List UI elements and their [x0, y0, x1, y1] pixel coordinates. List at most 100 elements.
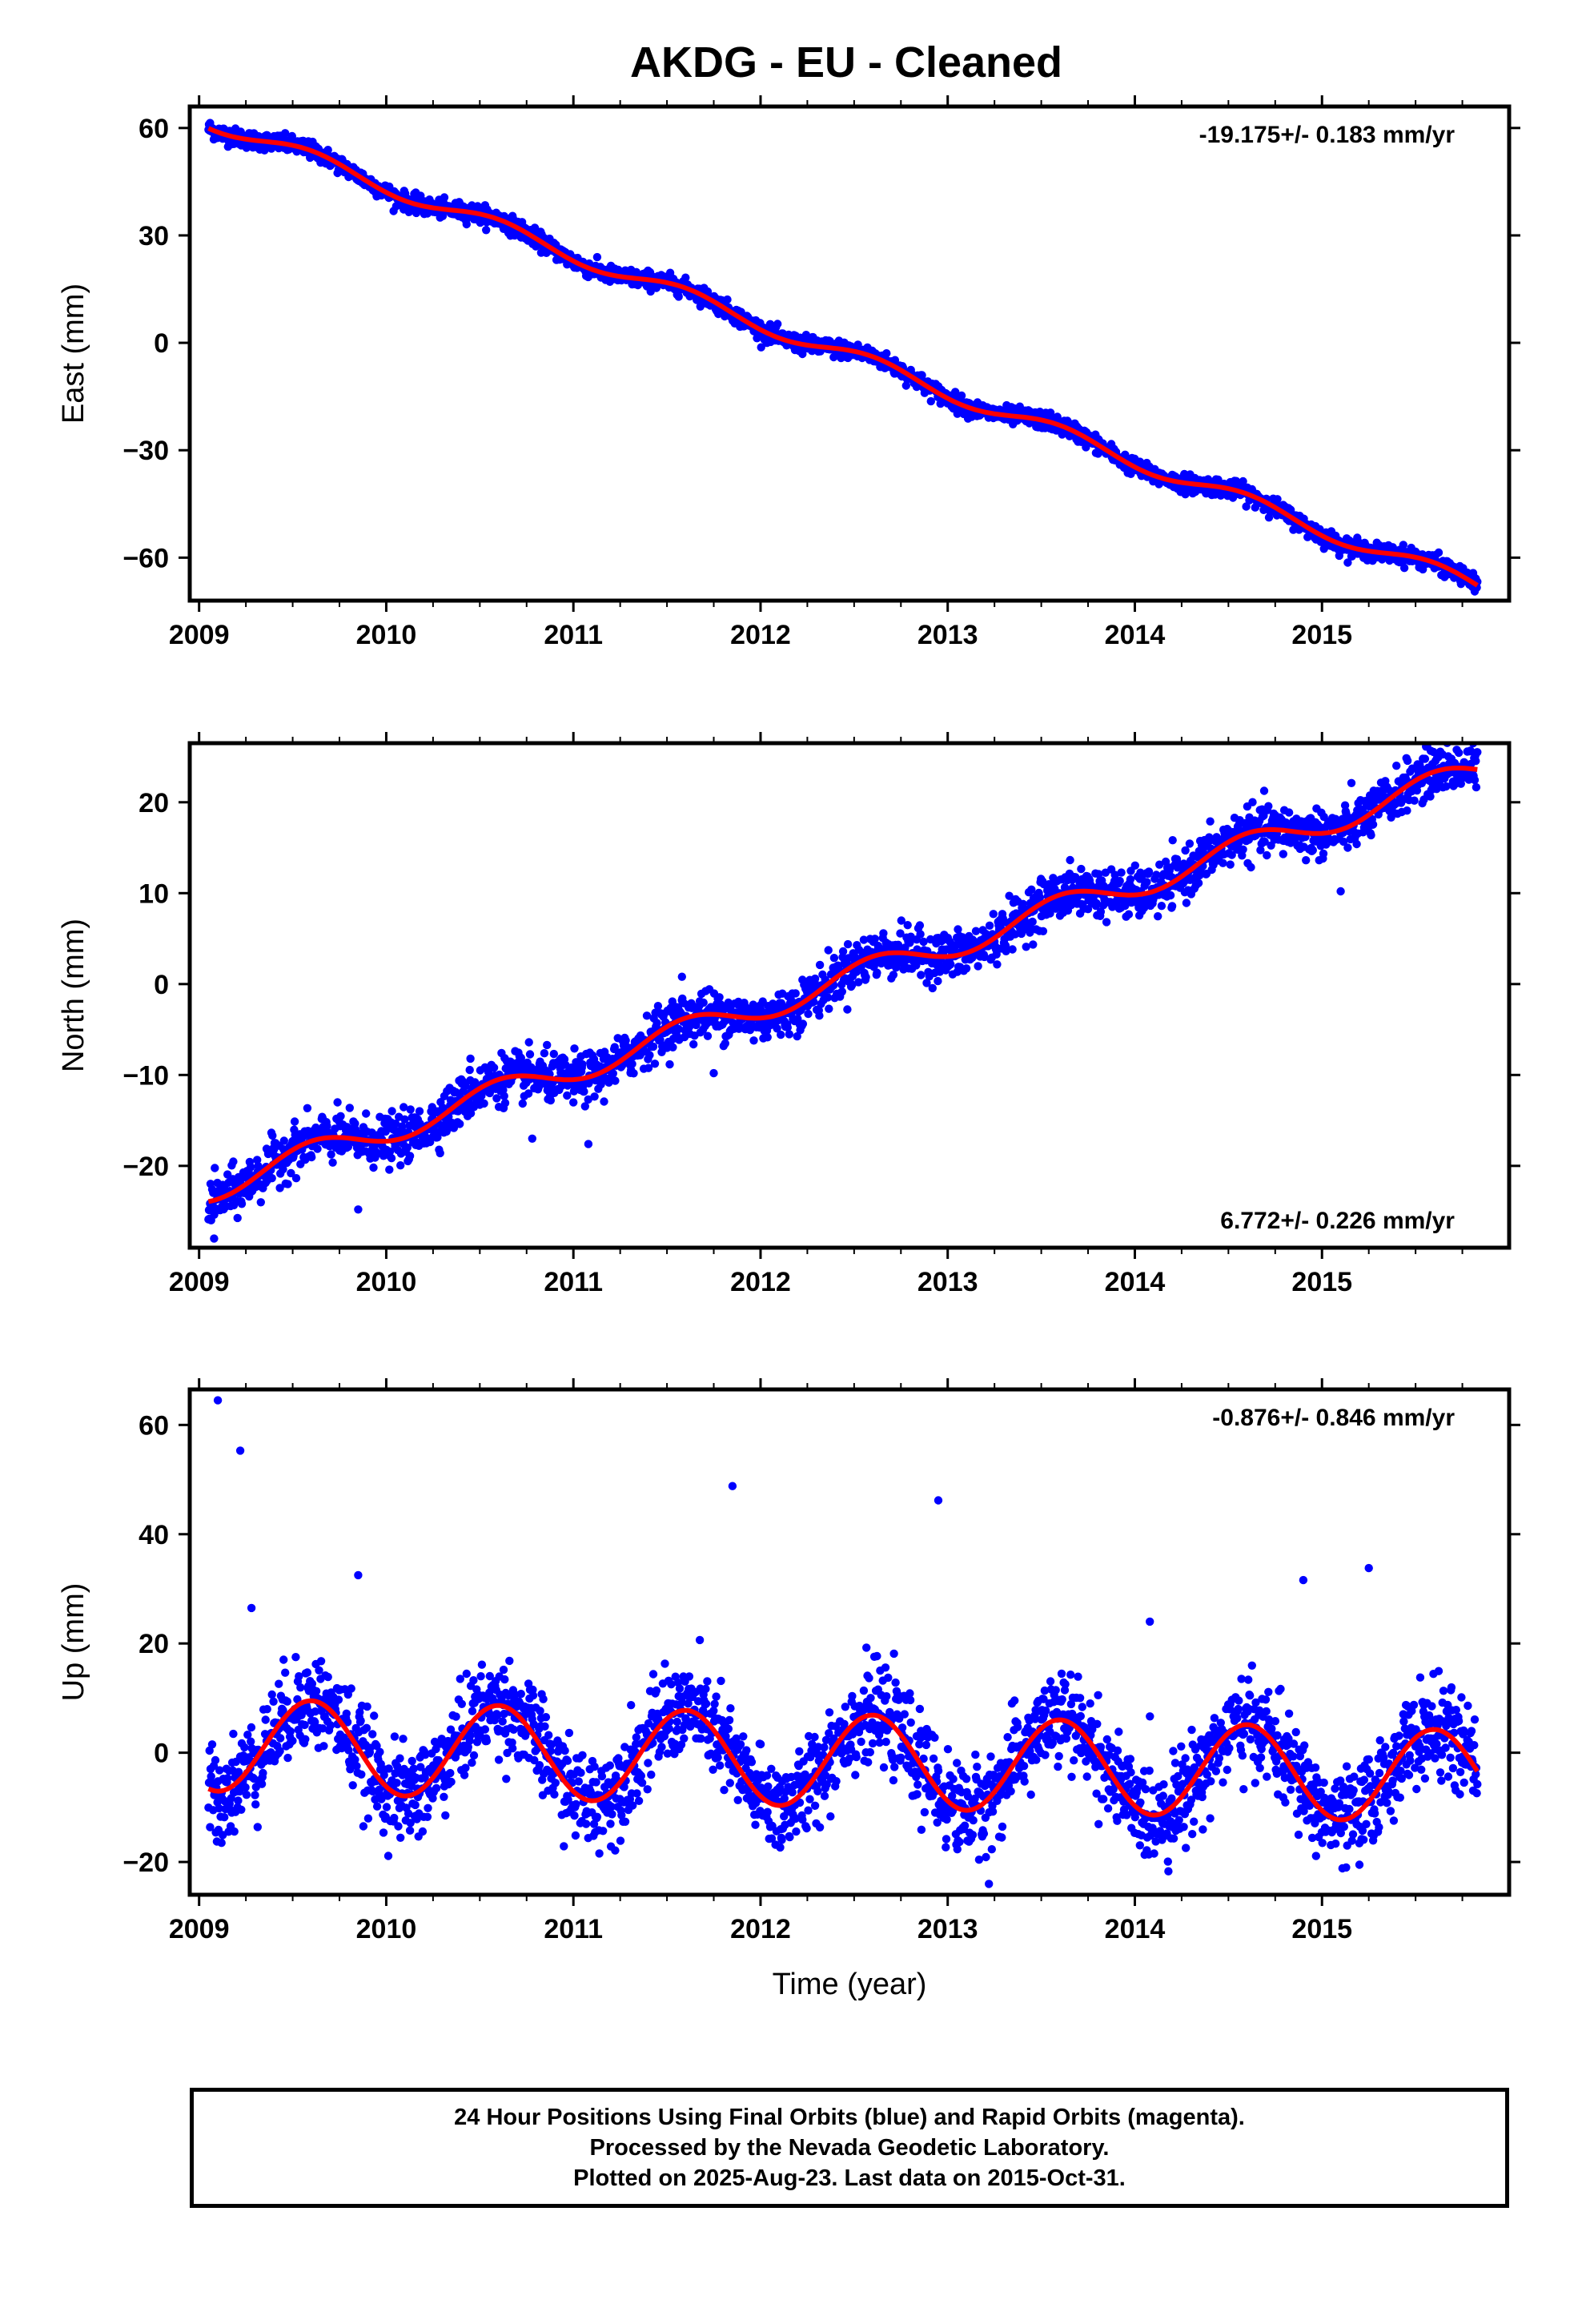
data-point — [1403, 756, 1412, 766]
data-point — [783, 1023, 792, 1032]
data-point — [798, 349, 807, 359]
data-point — [1247, 862, 1255, 872]
data-point — [543, 1040, 552, 1050]
x-tick-label: 2012 — [730, 620, 791, 650]
outlier-point — [466, 1054, 475, 1063]
data-point — [1094, 870, 1103, 879]
data-point — [1219, 858, 1227, 867]
data-point — [275, 1184, 284, 1192]
data-points-up — [204, 1396, 1482, 1888]
data-point — [1066, 855, 1074, 865]
data-point — [1142, 878, 1151, 887]
data-point — [267, 1174, 276, 1183]
panel-east: 2009 2010 2011 2012 2013 2014 2015−60−3003060E… — [57, 95, 1520, 650]
data-points-east — [204, 119, 1482, 596]
data-point — [525, 1050, 535, 1059]
data-point — [1343, 558, 1352, 567]
outlier-point — [677, 972, 686, 981]
x-tick-label: 2015 — [1291, 620, 1352, 650]
data-point — [653, 1002, 663, 1011]
data-point — [1429, 747, 1438, 757]
data-point — [1426, 792, 1435, 801]
data-point — [385, 1165, 394, 1174]
x-tick-label: 2013 — [917, 1267, 978, 1297]
y-tick-label: 0 — [154, 970, 169, 1000]
data-point — [462, 219, 471, 229]
data-point — [281, 129, 290, 138]
data-point — [1419, 565, 1427, 574]
data-point — [1181, 846, 1190, 855]
data-point — [362, 1109, 371, 1118]
data-point — [896, 929, 905, 938]
outlier-point — [1336, 887, 1345, 896]
data-point — [465, 1065, 474, 1075]
data-point — [992, 950, 1001, 959]
y-tick-label: 20 — [139, 788, 169, 818]
data-point — [391, 1120, 400, 1128]
data-point — [644, 1063, 653, 1072]
data-point — [400, 1103, 408, 1112]
data-point — [1472, 782, 1481, 792]
data-point — [971, 927, 981, 935]
data-point — [1205, 833, 1214, 842]
data-point — [946, 960, 955, 969]
y-tick-label: 30 — [139, 221, 169, 251]
data-point — [917, 371, 926, 380]
data-point — [396, 1161, 405, 1170]
data-point — [1194, 879, 1203, 887]
data-point — [721, 1039, 729, 1048]
data-point — [1139, 903, 1149, 912]
data-point — [1168, 836, 1177, 845]
data-point — [703, 1031, 713, 1040]
data-point — [773, 320, 782, 328]
data-point — [580, 1102, 589, 1111]
data-point — [1239, 845, 1247, 854]
data-point — [524, 1038, 533, 1047]
data-point — [757, 343, 765, 352]
data-point — [879, 929, 888, 938]
data-point — [1144, 867, 1154, 876]
data-point — [1273, 495, 1282, 504]
data-point — [1347, 778, 1356, 787]
data-point — [838, 947, 848, 956]
data-point — [1077, 864, 1086, 874]
data-point — [540, 1049, 549, 1058]
data-point — [681, 273, 690, 282]
data-point — [1010, 930, 1020, 939]
data-point — [815, 960, 825, 970]
data-point — [291, 1174, 301, 1183]
panel-up: 2009 2010 2011 2012 2013 2014 2015−200204060Up… — [57, 1378, 1520, 2001]
data-point — [628, 1059, 636, 1068]
data-point — [919, 937, 928, 947]
data-point — [798, 1019, 808, 1028]
data-point — [861, 973, 870, 982]
data-point — [1399, 564, 1409, 573]
data-point — [829, 352, 838, 362]
y-axis-label: East (mm) — [57, 283, 90, 424]
data-point — [211, 1164, 219, 1172]
data-point — [804, 1009, 813, 1019]
data-point — [1308, 846, 1318, 854]
data-point — [1124, 910, 1134, 919]
data-point — [882, 349, 891, 358]
data-point — [1339, 837, 1348, 846]
data-point — [1367, 830, 1375, 840]
data-point — [1284, 808, 1294, 817]
y-tick-label: −10 — [122, 1060, 169, 1091]
data-point — [328, 1158, 337, 1167]
x-tick-label: 2011 — [544, 620, 603, 650]
data-point — [327, 1150, 335, 1159]
data-point — [546, 1096, 555, 1105]
data-point — [303, 1104, 312, 1113]
data-point — [307, 1152, 316, 1162]
y-tick-label: −30 — [122, 436, 169, 466]
data-point — [980, 952, 989, 962]
data-point — [1410, 796, 1419, 805]
data-point — [436, 1148, 444, 1158]
data-point — [1206, 817, 1215, 826]
rate-label: 6.772+/- 0.226 mm/yr — [1220, 1208, 1455, 1234]
data-point — [456, 1120, 464, 1128]
data-point — [859, 935, 869, 944]
x-tick-label: 2010 — [356, 620, 417, 650]
